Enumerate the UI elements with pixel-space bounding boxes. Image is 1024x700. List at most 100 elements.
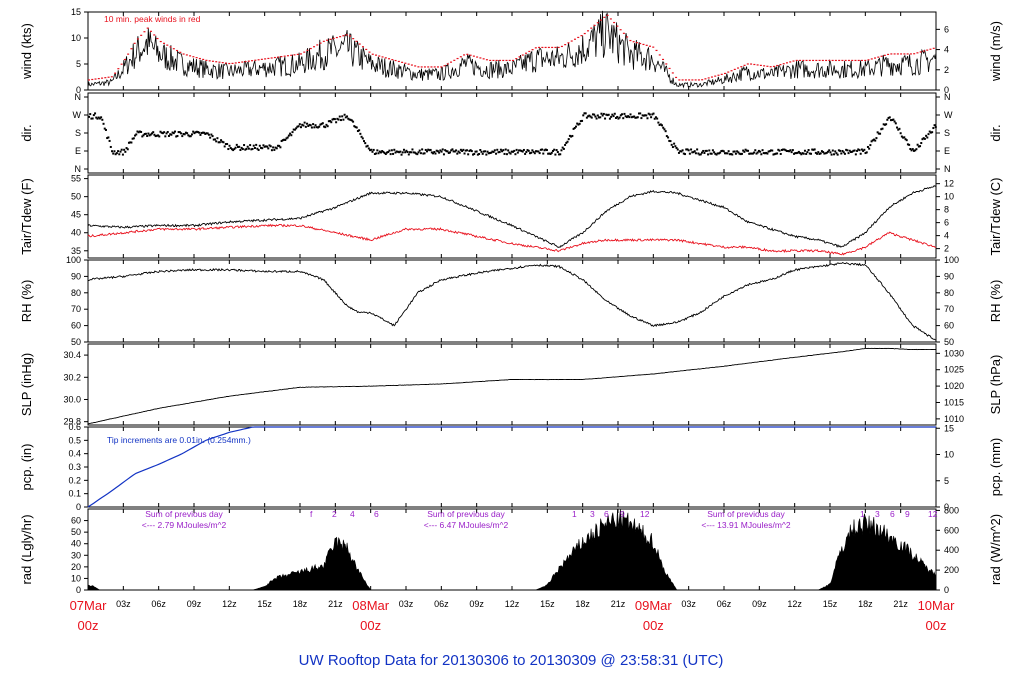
dir-point [491, 150, 494, 153]
dir-point [258, 144, 261, 147]
dir-point [350, 119, 353, 122]
dir-point [789, 149, 792, 152]
dir-point [377, 152, 380, 155]
dir-point [197, 131, 200, 134]
dir-point [154, 135, 157, 138]
dir-point [841, 149, 844, 152]
dir-point [931, 131, 934, 134]
dir-point [423, 152, 426, 155]
peak-mark [277, 56, 280, 58]
dir-point [590, 116, 593, 119]
dir-point [204, 132, 207, 135]
radiation-sum-value: <--- 6.47 MJoules/m^2 [424, 520, 509, 530]
peak-mark [189, 55, 192, 57]
x-tick-label: 09z [469, 599, 484, 609]
sea-level-pressure-ytick-label-right: 1025 [944, 365, 964, 375]
dir-point [681, 149, 684, 152]
peak-mark [410, 64, 413, 66]
dir-point [894, 122, 897, 125]
dir-point [378, 150, 381, 153]
dir-point [667, 136, 670, 139]
dir-point [113, 150, 116, 153]
dir-point [234, 146, 237, 149]
dir-point [159, 130, 162, 133]
dir-point [405, 149, 408, 152]
dir-point [585, 116, 588, 119]
peak-mark [365, 48, 368, 51]
dir-point [738, 152, 741, 155]
dir-point [463, 152, 466, 155]
relative-humidity-ytick-label: 70 [71, 304, 81, 314]
x-tick-label: 03z [681, 599, 696, 609]
wind-annotation: 10 min. peak winds in red [104, 14, 201, 24]
dir-point [536, 150, 539, 153]
dir-point [906, 143, 909, 146]
dir-point [686, 148, 689, 151]
peak-mark [257, 59, 260, 61]
peak-mark [104, 77, 107, 79]
dir-point [541, 148, 544, 151]
dir-point [135, 133, 138, 136]
relative-humidity-ytick-label-right: 100 [944, 255, 959, 265]
dir-point [646, 117, 649, 120]
dir-point [896, 126, 899, 129]
dir-point [343, 113, 346, 116]
precip-line [87, 426, 936, 508]
dir-point [292, 128, 295, 131]
relative-humidity-frame [87, 259, 937, 343]
dir-point [530, 151, 533, 154]
peak-mark [133, 42, 136, 44]
peak-mark [97, 77, 100, 80]
dir-point [830, 153, 833, 156]
dir-point [222, 141, 225, 144]
x-tick-label: 06z [434, 599, 449, 609]
dir-point [297, 125, 300, 128]
dir-point [117, 150, 120, 153]
dir-point [911, 148, 914, 151]
dir-point [504, 148, 507, 151]
dir-point [119, 150, 122, 153]
dir-point [612, 115, 615, 118]
dir-point [647, 112, 650, 115]
dir-point [654, 116, 657, 119]
dir-point [611, 113, 614, 116]
dir-point [856, 149, 859, 152]
dir-point [670, 143, 673, 146]
peak-mark [704, 78, 707, 80]
dir-tick-label-right: W [944, 110, 953, 120]
dir-point [269, 145, 272, 148]
dir-point [711, 149, 714, 152]
peak-mark [208, 60, 211, 62]
dir-point [150, 132, 153, 135]
peak-mark [355, 40, 358, 42]
peak-mark [662, 58, 665, 61]
dir-point [522, 148, 525, 151]
dir-point [268, 144, 271, 147]
peak-mark [922, 50, 925, 52]
dir-point [177, 131, 180, 134]
dir-point [793, 152, 796, 155]
dir-point [353, 125, 356, 128]
dir-point [524, 152, 527, 155]
temperature-ylabel-right: Tair/Tdew (C) [988, 177, 1003, 255]
dir-point [223, 145, 226, 148]
peak-mark [172, 48, 175, 50]
peak-mark [234, 62, 237, 64]
dir-point [224, 143, 227, 146]
peak-mark [554, 46, 557, 49]
dir-point [438, 151, 441, 154]
peak-mark [789, 61, 792, 63]
radiation-hour-mark: 1 [572, 509, 577, 519]
dir-point [228, 144, 231, 147]
temperature-ytick-label-right: 2 [944, 244, 949, 254]
peak-mark [648, 45, 651, 47]
peak-mark [427, 66, 430, 68]
peak-mark [414, 65, 417, 67]
date-labels: 07Mar 00z 08Mar 00z 09Mar 00z 10Mar 00z [70, 598, 956, 633]
dir-point [256, 147, 259, 150]
dir-point [699, 153, 702, 156]
dir-point [521, 150, 524, 153]
dir-point [893, 120, 896, 123]
dir-point [127, 141, 130, 144]
peak-mark [404, 62, 407, 64]
